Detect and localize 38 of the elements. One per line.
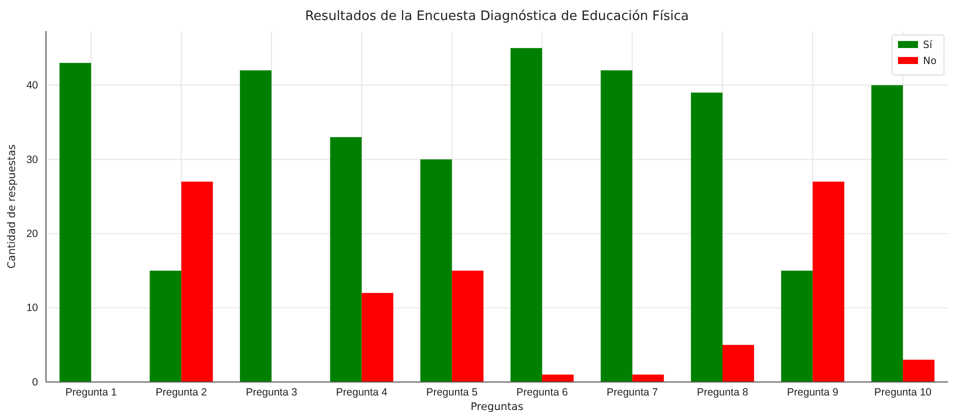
bar	[60, 62, 92, 382]
bar	[150, 270, 182, 382]
bar	[722, 344, 754, 382]
x-tick-label: Pregunta 5	[426, 386, 478, 398]
chart-title: Resultados de la Encuesta Diagnóstica de Educación Física	[305, 9, 689, 24]
legend-label: Sí	[923, 40, 934, 51]
x-tick-label: Pregunta 2	[156, 386, 208, 398]
bar	[902, 360, 934, 382]
bar	[362, 292, 394, 382]
bar	[330, 137, 362, 382]
x-tick-label: Pregunta 6	[516, 386, 568, 398]
y-tick-label: 0	[32, 376, 38, 388]
legend-label: No	[923, 56, 937, 67]
x-axis-title: Preguntas	[470, 401, 524, 412]
x-tick-label: Pregunta 1	[65, 386, 117, 398]
x-tick-label: Pregunta 10	[874, 386, 932, 398]
x-tick-label: Pregunta 7	[606, 386, 658, 398]
bar	[812, 182, 844, 382]
bar	[240, 70, 272, 382]
bar	[420, 159, 452, 382]
y-axis-title: Cantidad de respuestas	[6, 144, 18, 269]
x-tick-label: Pregunta 9	[787, 386, 839, 398]
bar	[181, 182, 213, 382]
y-tick-label: 30	[26, 154, 38, 166]
bar	[781, 270, 813, 382]
bar	[600, 70, 632, 382]
bar	[690, 92, 722, 382]
y-tick-label: 20	[26, 228, 38, 240]
bar	[542, 374, 574, 382]
bar	[632, 374, 664, 382]
y-tick-label: 10	[26, 302, 38, 314]
x-tick-label: Pregunta 8	[696, 386, 748, 398]
x-tick-label: Pregunta 3	[246, 386, 298, 398]
x-tick-label: Pregunta 4	[336, 386, 388, 398]
bar	[871, 85, 903, 382]
bar	[510, 48, 542, 382]
y-tick-label: 40	[26, 80, 38, 92]
bar	[452, 270, 484, 382]
